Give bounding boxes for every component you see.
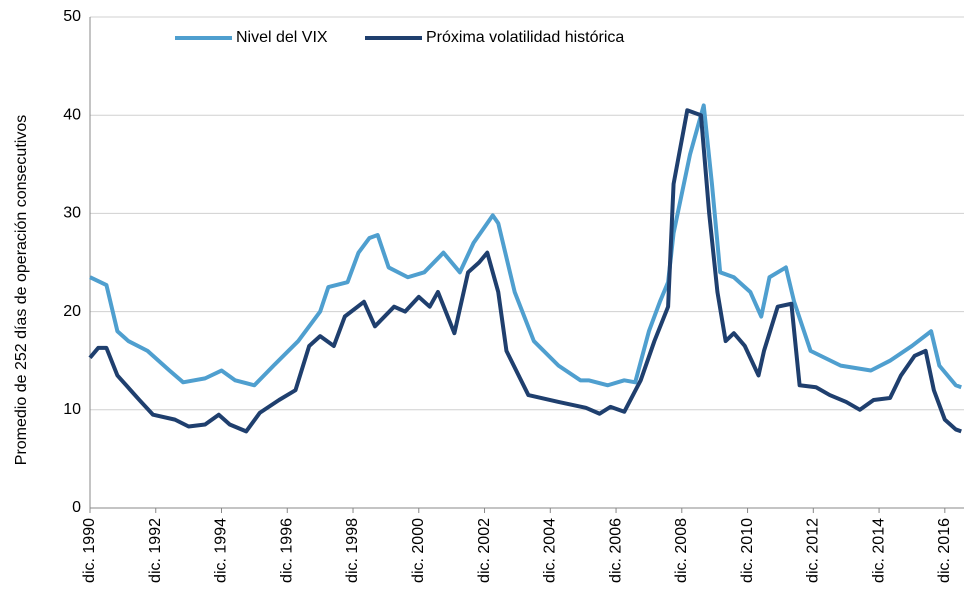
y-tick-label: 10 xyxy=(63,401,81,418)
y-tick-label: 20 xyxy=(63,303,81,320)
y-tick-label: 40 xyxy=(63,106,81,123)
x-tick-label: dic. 2010 xyxy=(739,518,756,583)
x-tick-label: dic. 1996 xyxy=(278,518,295,583)
x-tick-label: dic. 2012 xyxy=(805,518,822,583)
y-tick-label: 30 xyxy=(63,205,81,222)
x-tick-label: dic. 1998 xyxy=(344,518,361,583)
y-tick-label: 50 xyxy=(63,8,81,25)
x-tick-label: dic. 2000 xyxy=(410,518,427,583)
legend-label: Próxima volatilidad histórica xyxy=(426,29,624,46)
y-axis-label: Promedio de 252 días de operación consec… xyxy=(13,115,30,465)
x-tick-label: dic. 1990 xyxy=(81,518,98,583)
x-tick-label: dic. 2016 xyxy=(936,518,953,583)
x-tick-label: dic. 2008 xyxy=(673,518,690,583)
x-tick-label: dic. 2006 xyxy=(607,518,624,583)
x-tick-label: dic. 2002 xyxy=(476,518,493,583)
x-tick-label: dic. 1992 xyxy=(147,518,164,583)
x-tick-label: dic. 1994 xyxy=(213,518,230,583)
x-tick-label: dic. 2014 xyxy=(870,518,887,583)
x-tick-label: dic. 2004 xyxy=(542,518,559,583)
y-tick-label: 0 xyxy=(72,499,81,516)
series-line xyxy=(89,103,962,390)
legend-label: Nivel del VIX xyxy=(236,29,328,46)
series-line xyxy=(88,108,962,434)
